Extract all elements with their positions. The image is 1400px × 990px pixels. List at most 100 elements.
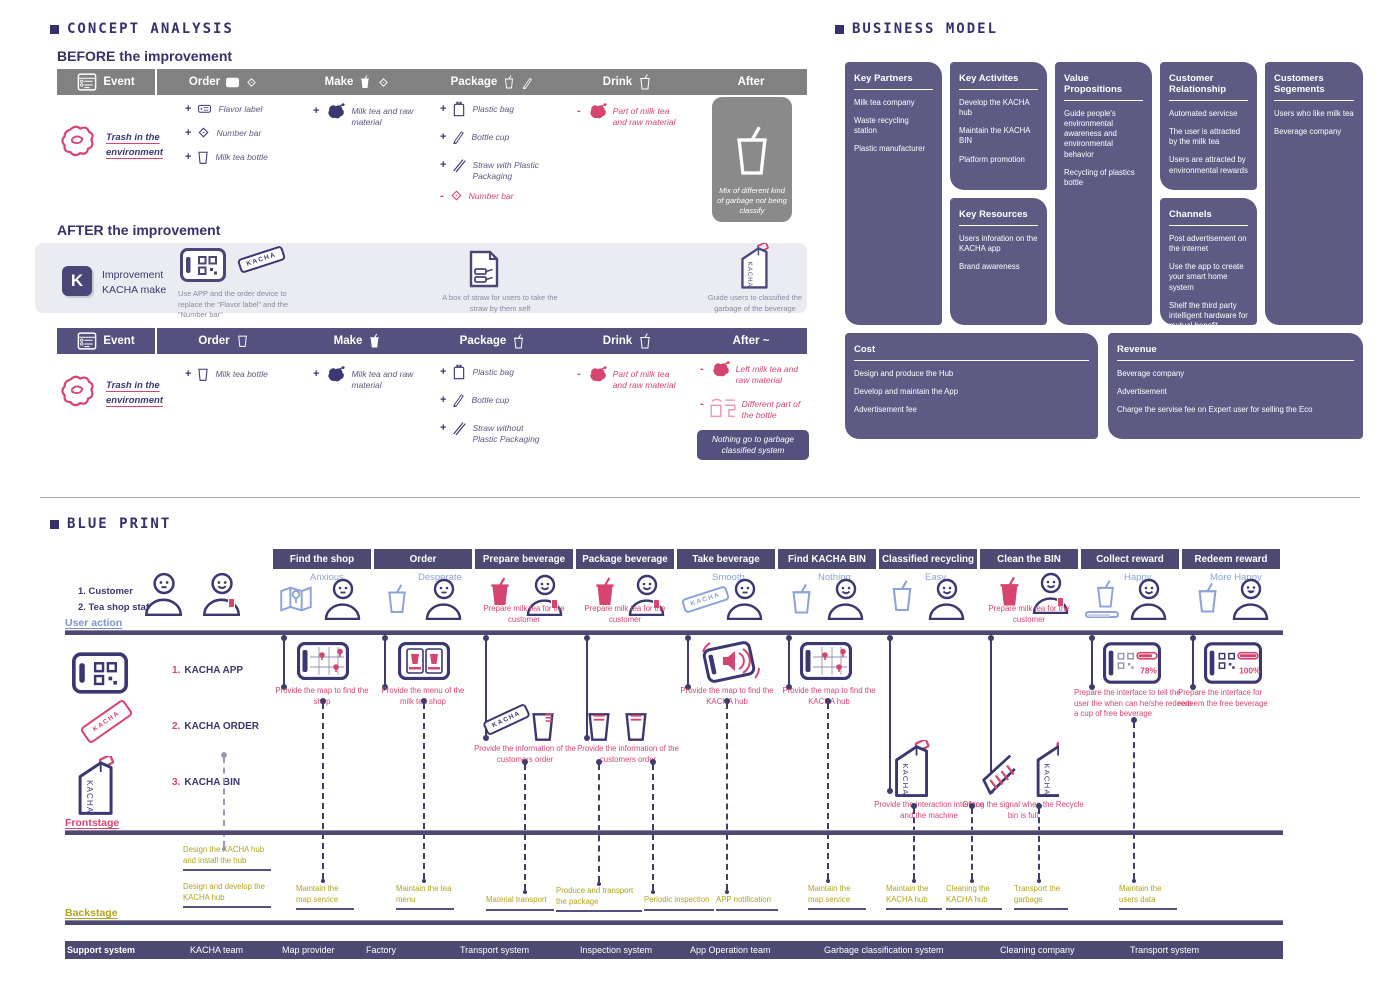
customer-person-icon <box>140 572 186 616</box>
support-label: Support system <box>67 945 136 955</box>
dashed-connector <box>320 698 326 883</box>
device-kacha-bin: 3. KACHA BIN <box>172 777 241 788</box>
stage-order: Order <box>374 549 472 569</box>
improvement-text-2: A box of straw for users to take the str… <box>442 293 558 313</box>
backstage-action: Produce and transport the package <box>556 886 642 913</box>
milk-tea-cup-icon <box>788 581 815 617</box>
bm-card-key-resources: Key Resources Users inforation on the KA… <box>950 198 1047 325</box>
improvement-text-3: Guide users to classified the garbage of… <box>707 293 803 313</box>
drink-item: - Part of milk tea and raw material <box>577 105 676 127</box>
backstage-action: Cleaning the KACHA hub <box>946 884 1002 911</box>
phone-icon <box>226 75 239 90</box>
kacha-bin-icon <box>888 740 934 800</box>
bm-card-customer-relationship: Customer Relationship Automated servicse… <box>1160 62 1257 190</box>
dashed-connector <box>1131 717 1137 883</box>
backstage-action: Material transport <box>486 895 554 911</box>
no-garbage-note: Nothing go to garbage classified system <box>697 430 809 460</box>
order-item: + Flavor label <box>185 101 263 116</box>
order-cup-icon <box>527 700 559 742</box>
drink-cup-icon <box>638 73 652 91</box>
reward-cup-icon <box>1093 578 1118 610</box>
plastic-bag-icon <box>451 364 467 380</box>
bm-card-key-partners: Key Partners Milk tea company Waste recy… <box>845 62 942 325</box>
map-icon <box>279 584 313 614</box>
row-label-frontstage: Frontstage <box>65 817 120 829</box>
user-action-bar <box>65 630 1283 635</box>
app-action: Prepare the interface for redeem the fre… <box>1178 688 1268 708</box>
support-transport-system: Transport system <box>1130 945 1200 955</box>
kacha-badge: K <box>62 266 92 296</box>
business-bullet-icon <box>835 25 844 34</box>
cup-icon <box>512 333 525 350</box>
number-bar-icon <box>196 125 211 140</box>
bm-card-key-activities: Key Activites Develop the KACHA hub Main… <box>950 62 1047 190</box>
header-event: Event <box>57 328 157 354</box>
straw-box-icon <box>467 245 501 289</box>
pen-icon <box>521 76 534 89</box>
support-factory: Factory <box>366 945 397 955</box>
number-bar-icon <box>449 188 464 203</box>
milk-tea-icon <box>586 366 608 384</box>
connector-line <box>584 635 590 741</box>
staff-action: Prepare milk tea for the customer <box>584 604 666 624</box>
garbage-mix-caption: Mix of different kind of garbage not bei… <box>717 186 787 216</box>
connector-line <box>483 635 489 741</box>
drink-cup-icon <box>638 332 652 350</box>
customer-person-icon <box>823 578 867 620</box>
order-item: + Number bar <box>185 125 262 140</box>
staff-badge-icon <box>1057 597 1064 607</box>
svg-text:100%: 100% <box>1239 666 1261 675</box>
plastic-bag-icon <box>451 101 467 117</box>
event-label: Trash in the environment <box>106 380 164 407</box>
milk-tea-icon <box>709 361 731 379</box>
milk-tea-cup-icon <box>384 583 410 615</box>
event-icon <box>77 73 97 91</box>
free-beverage-cup-icon <box>1194 580 1221 616</box>
stage-redeem-reward: Redeem reward <box>1182 549 1280 569</box>
backstage-action: Maintain the map service <box>808 884 866 911</box>
kacha-app-phone-icon <box>180 248 226 282</box>
bin-action: Giving the signal when the Recycle bin i… <box>962 800 1084 820</box>
cup-icon <box>503 75 515 89</box>
bm-card-channels: Channels Post advertisement on the inter… <box>1160 198 1257 330</box>
backstage-action: Maintain the map service <box>296 884 354 911</box>
improvement-text-1: Use APP and the order device to replace … <box>178 289 289 319</box>
backstage-action: APP notification <box>716 895 778 911</box>
trash-icon <box>58 372 98 412</box>
connector-line <box>685 635 691 690</box>
bin-action: Provide the interaction interface and th… <box>874 800 984 820</box>
app-menu-screen-icon <box>398 642 450 680</box>
header-order: Order <box>157 328 290 354</box>
flavor-label-icon <box>196 101 213 116</box>
legend-customer: 1. Customer <box>78 586 133 597</box>
app-map-screen-icon <box>297 642 349 680</box>
backstage-action: Maintain the tea menu <box>396 884 454 911</box>
progress-stick-icon <box>1085 611 1119 618</box>
emotion-smooth: Smooth <box>712 572 745 583</box>
straw-icon <box>451 420 467 436</box>
support-kacha-team: KACHA team <box>190 945 244 955</box>
cup-icon <box>236 333 249 349</box>
device-kacha-app: 1. KACHA APP <box>172 665 244 676</box>
before-table-header: Event Order Make Package Drink After <box>57 69 807 95</box>
cup-icon <box>368 333 381 349</box>
staff-badge-icon <box>551 599 558 609</box>
connector-line <box>887 635 893 794</box>
blueprint-section-title: BLUE PRINT <box>67 516 172 532</box>
garbage-mix-box: Mix of different kind of garbage not bei… <box>712 97 792 222</box>
after-table-header: Event Order Make Package Drink After ~ <box>57 328 807 354</box>
staff-badge-icon <box>653 599 660 609</box>
stage-collect-reward: Collect reward <box>1081 549 1179 569</box>
dashed-connector <box>596 759 602 886</box>
emotion-easy: Easy <box>925 572 947 583</box>
header-drink: Drink <box>560 69 695 95</box>
app-action: Prepare the interface to tell the user t… <box>1074 688 1192 719</box>
legend-staff: 2. Tea shop staff <box>78 602 153 613</box>
trash-icon <box>58 122 98 162</box>
emotion-more-happy: More Happy <box>1210 572 1262 583</box>
event-label: Trash in the environment <box>106 132 164 159</box>
backstage-action: Maintain the users data <box>1119 884 1177 911</box>
make-item: + Milk tea and raw material <box>313 105 414 127</box>
device-kacha-order: 2. KACHA ORDER <box>172 721 259 732</box>
order-item: + Milk tea bottle <box>185 366 268 383</box>
